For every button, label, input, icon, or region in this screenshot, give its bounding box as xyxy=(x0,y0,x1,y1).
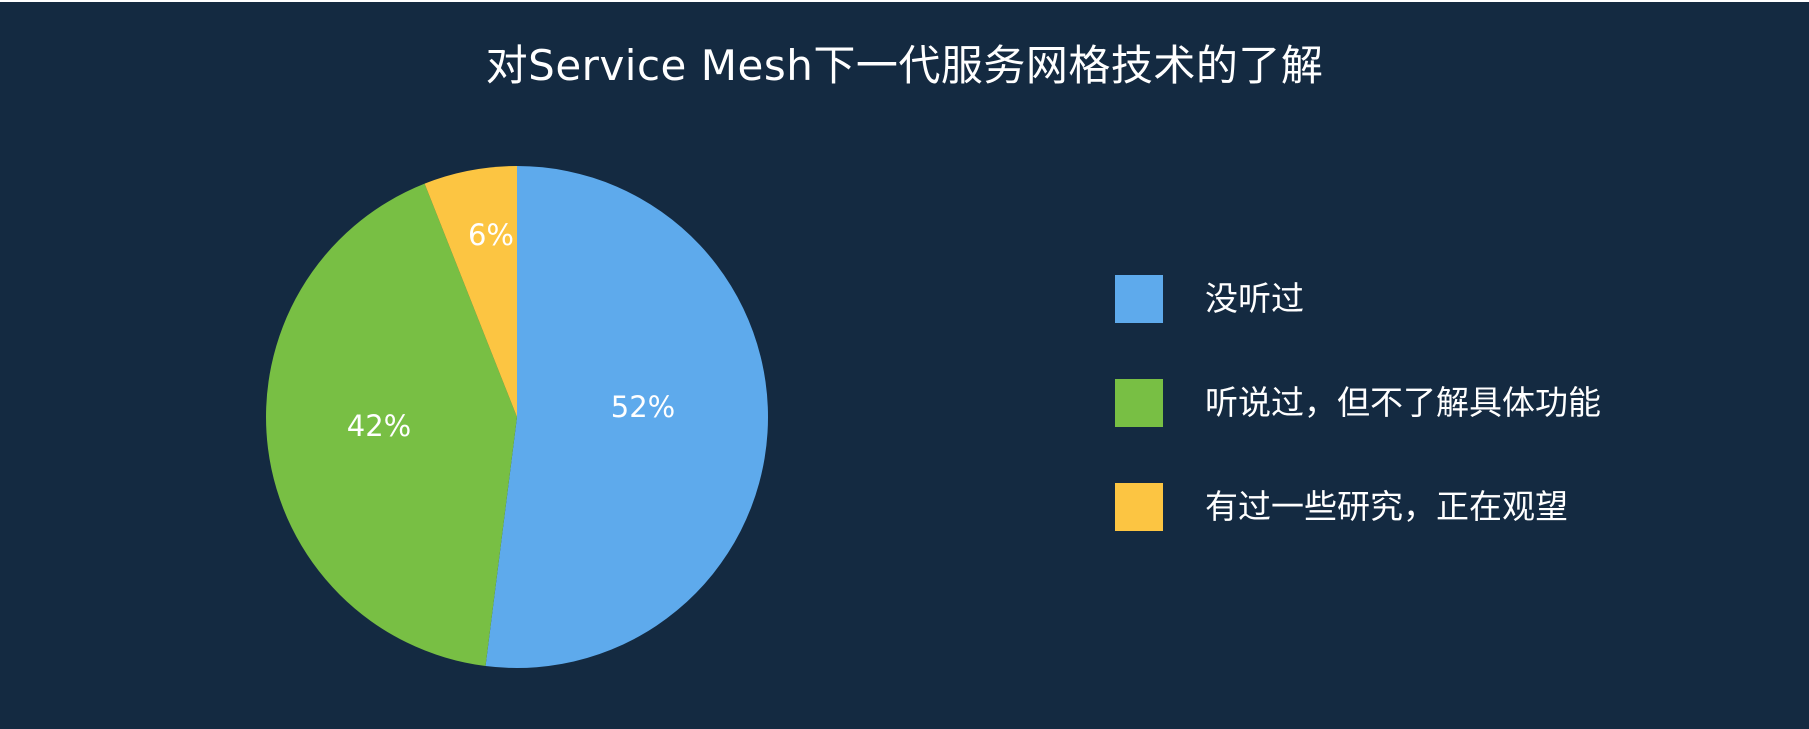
pie-slice-0 xyxy=(485,166,769,668)
legend-label-0: 没听过 xyxy=(1205,279,1304,318)
pie-slice-2 xyxy=(424,166,517,417)
slice-label-2: 6% xyxy=(468,218,514,252)
pie-slice-1 xyxy=(266,183,517,667)
top-border xyxy=(0,0,1809,2)
slice-label-0: 52% xyxy=(611,390,675,424)
legend-item-2: 有过一些研究，正在观望 xyxy=(1115,483,1601,531)
legend: 没听过 听说过，但不了解具体功能 有过一些研究，正在观望 xyxy=(1115,275,1601,587)
legend-swatch-0 xyxy=(1115,275,1163,323)
legend-swatch-2 xyxy=(1115,483,1163,531)
legend-label-2: 有过一些研究，正在观望 xyxy=(1205,487,1568,526)
chart-title: 对Service Mesh下一代服务网格技术的了解 xyxy=(485,41,1324,90)
legend-swatch-1 xyxy=(1115,379,1163,427)
slice-label-1: 42% xyxy=(347,409,411,443)
legend-label-1: 听说过，但不了解具体功能 xyxy=(1205,383,1601,422)
legend-item-0: 没听过 xyxy=(1115,275,1601,323)
legend-item-1: 听说过，但不了解具体功能 xyxy=(1115,379,1601,427)
